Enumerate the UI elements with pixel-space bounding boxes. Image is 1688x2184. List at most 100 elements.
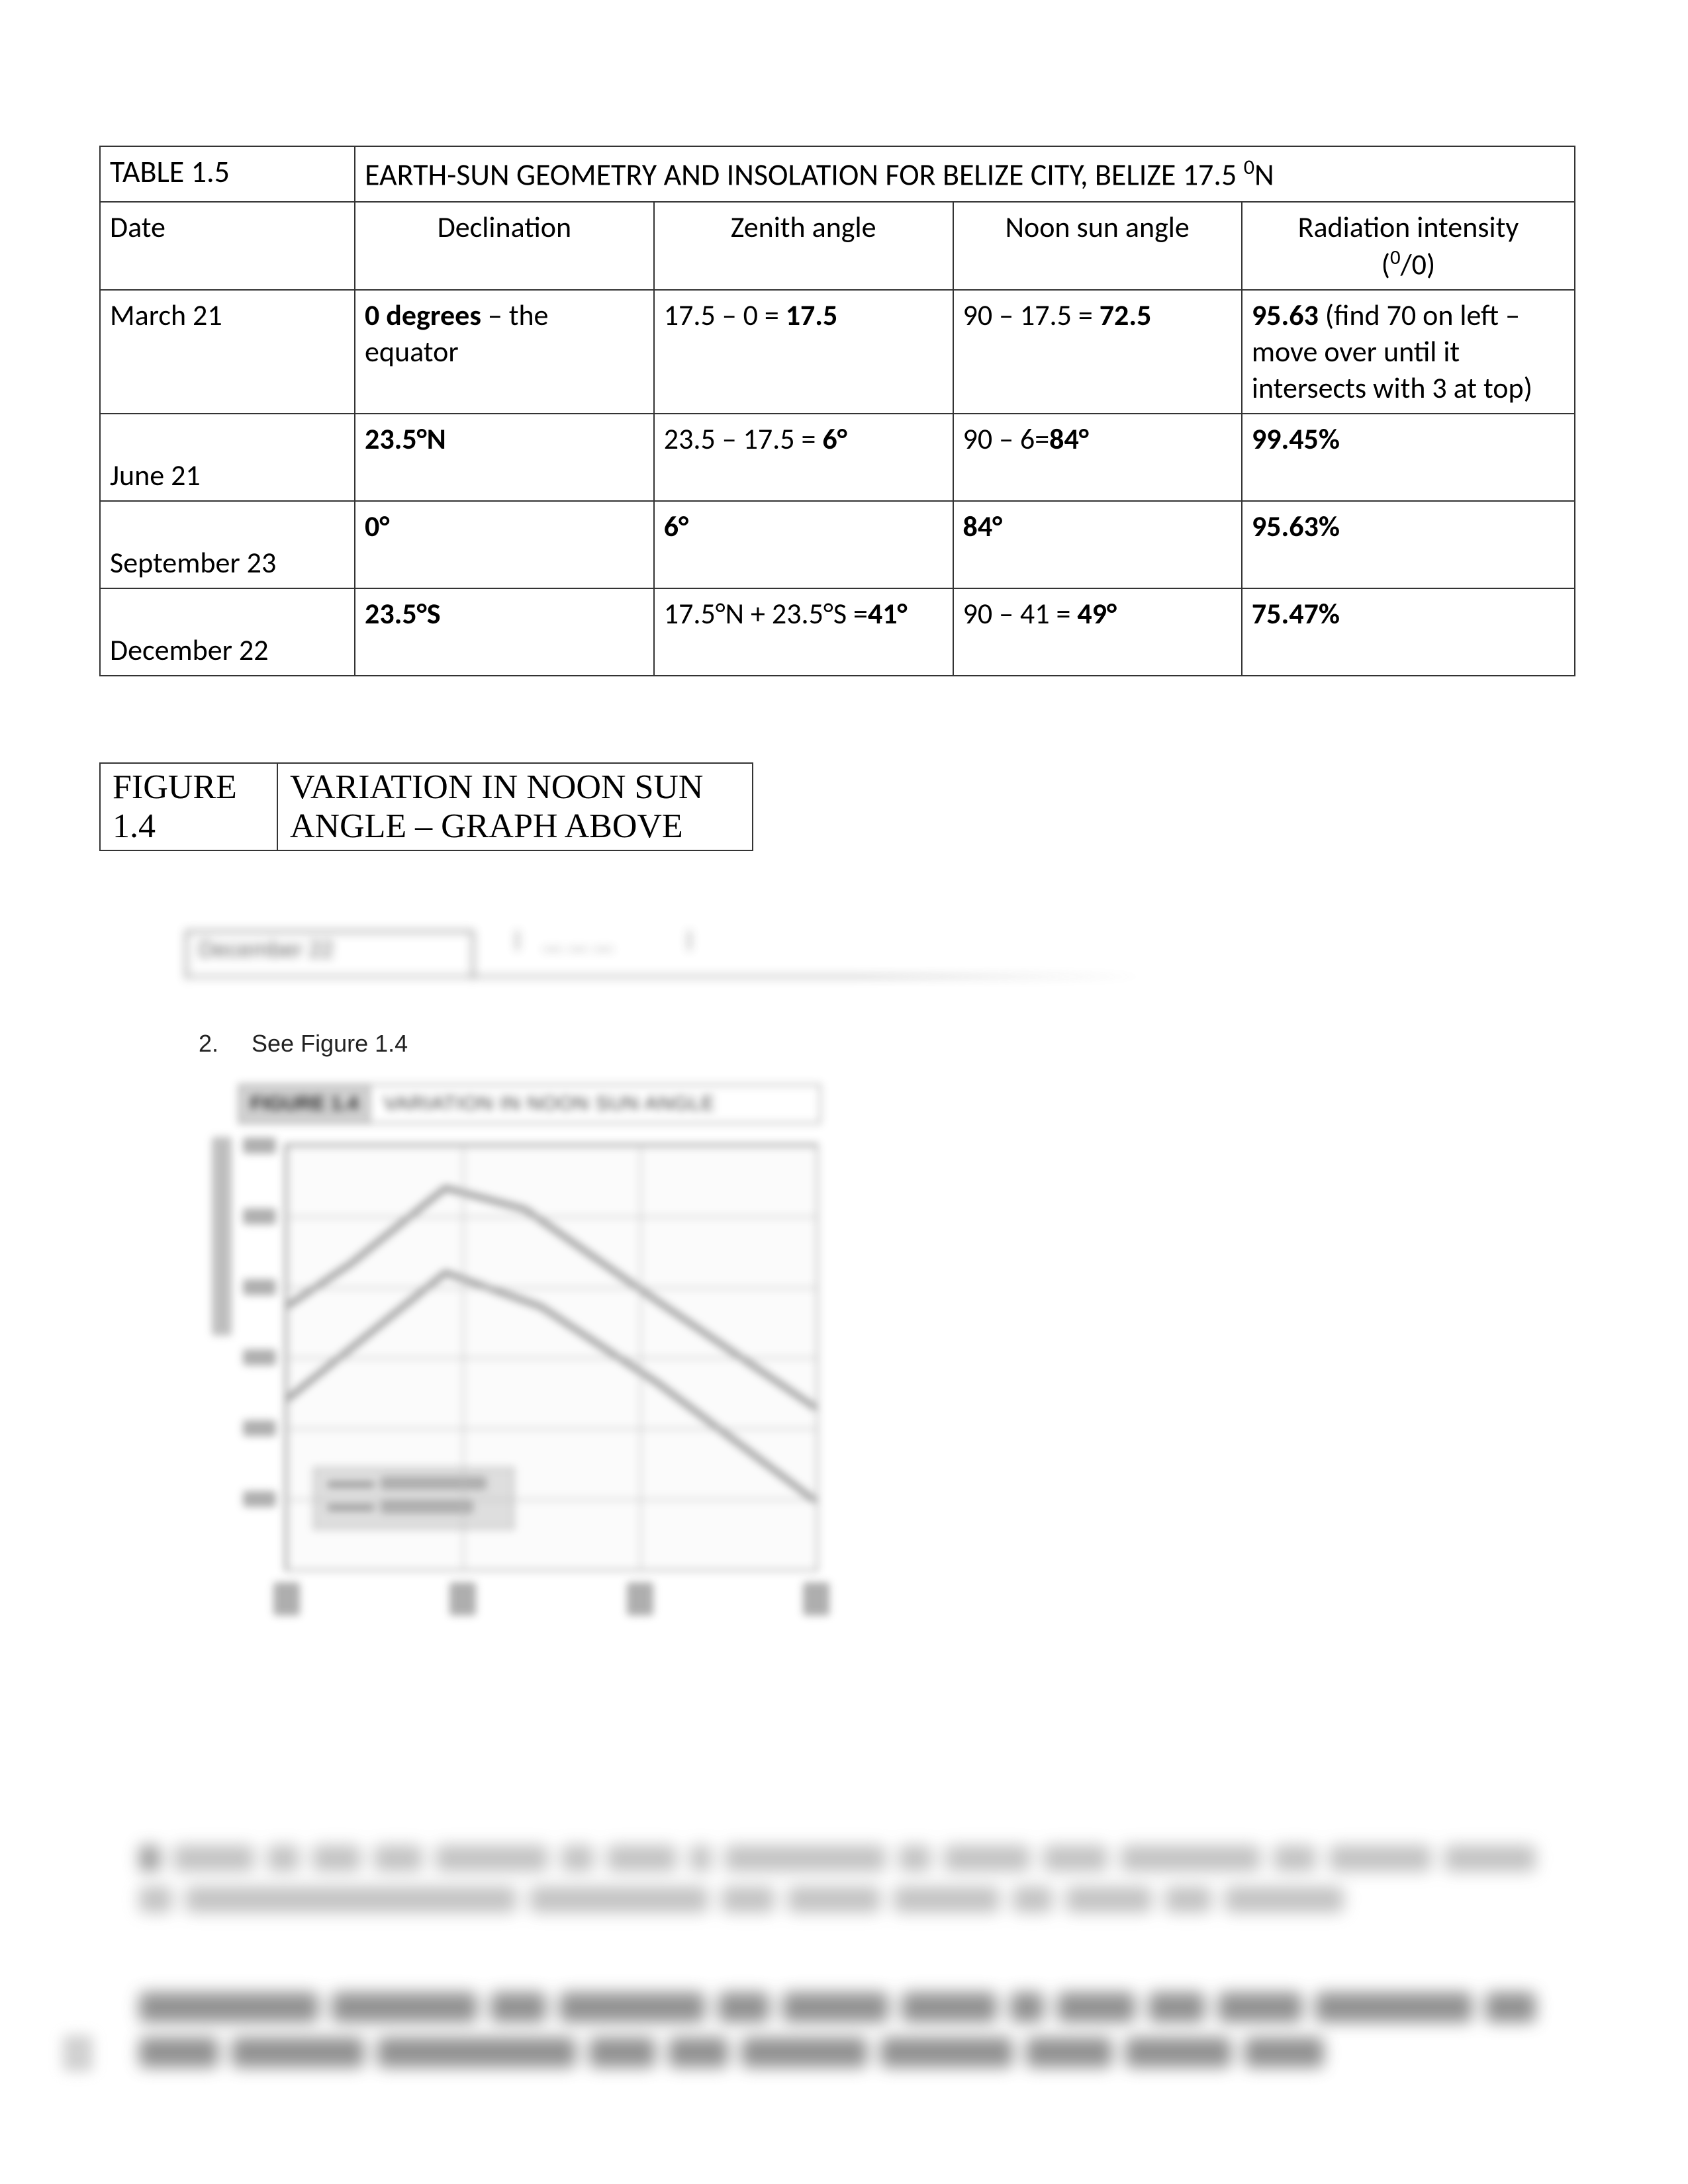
header-date: Date [100,202,355,291]
cell-date-text: September 23 [110,545,276,580]
page-number-marker [63,2035,93,2071]
chart-series-line [287,1188,816,1408]
blurred-word [1485,1992,1536,2023]
cell-zenith: 6° [654,501,953,588]
noon-bold: 72.5 [1100,297,1152,333]
fragment-text: December 22 [199,937,334,963]
y-tick-label [243,1279,276,1295]
blurred-line [139,1992,1536,2023]
header-zen-text: Zenith angle [731,209,876,245]
blurred-word [899,1845,931,1872]
gridline-vertical [816,1146,818,1569]
header-zenith: Zenith angle [654,202,953,291]
fragment-tick [688,931,690,950]
cell-noon: 90 – 6=84° [953,414,1242,501]
zen-pre: 23.5 – 17.5 = [664,421,823,457]
page: TABLE 1.5 EARTH-SUN GEOMETRY AND INSOLAT… [0,0,1688,2184]
noon-bold: 49° [1077,596,1117,631]
blurred-word [880,2037,1013,2068]
blurred-word [1444,1845,1536,1872]
figure-label-l2: 1.4 [113,807,156,845]
gridline-vertical [287,1146,288,1569]
cell-zenith: 17.5°N + 23.5°S =41° [654,588,953,676]
gridline-horizontal [287,1216,816,1218]
fragment-baseline [185,976,1145,978]
gridline-horizontal [287,1146,816,1147]
header-rad-l2-pre: ( [1382,246,1390,282]
y-tick-label [243,1349,276,1365]
blurred-word [1026,2037,1112,2068]
blurred-word [718,1992,769,2023]
gridline-horizontal [287,1499,816,1500]
table-title: EARTH-SUN GEOMETRY AND INSOLATION FOR BE… [355,146,1575,202]
blurred-word [173,1845,254,1872]
cell-radiation: 99.45% [1242,414,1575,501]
figure-title-l1: VARIATION IN NOON SUN [290,768,703,806]
gridline-horizontal [287,1428,816,1430]
blurred-word [436,1845,548,1872]
cell-declination: 0° [355,501,654,588]
y-tick-label [243,1420,276,1436]
blurred-word [722,1886,774,1913]
plot-area [285,1144,818,1571]
table-title-row: TABLE 1.5 EARTH-SUN GEOMETRY AND INSOLAT… [100,146,1575,202]
blurred-word [559,1992,705,2023]
blurred-word [741,2037,867,2068]
zen-bold: 6° [664,508,688,544]
blurred-word [139,1845,160,1872]
rad-bold: 95.63% [1252,508,1340,544]
decl-bold: 0° [365,508,389,544]
zen-bold: 41° [868,596,908,631]
blurred-word [374,1845,422,1872]
figure-1-4-chart: FIGURE 1.4 VARIATION IN NOON SUN ANGLE [238,1084,867,1673]
noon-pre: 90 – 41 = [963,596,1078,631]
cell-date-text: March 21 [110,297,222,333]
figure-label: FIGURE 1.4 [100,763,277,850]
zen-pre: 17.5 – 0 = [664,297,786,333]
blurred-line [139,1845,1536,1872]
fragment-tick [516,931,518,950]
cell-radiation: 75.47% [1242,588,1575,676]
legend-text [381,1500,473,1514]
blurred-word [607,1845,677,1872]
table-label-text: TABLE 1.5 [110,154,230,191]
table-title-pre: EARTH-SUN GEOMETRY AND INSOLATION FOR BE… [365,156,1244,193]
table-title-post: N [1254,156,1274,193]
cell-date-text: June 21 [110,457,201,493]
chart-caption-text: VARIATION IN NOON SUN ANGLE [370,1093,715,1115]
zen-bold: 6° [822,421,847,457]
fragment-dash: — — — [543,937,614,960]
blurred-word [902,1992,997,2023]
cell-declination: 23.5°S [355,588,654,676]
cell-noon: 90 – 41 = 49° [953,588,1242,676]
blurred-word [1066,1886,1152,1913]
blurred-word [944,1845,1030,1872]
blurred-word [1274,1845,1317,1872]
cell-date: September 23 [100,501,355,588]
gridline-horizontal [287,1569,816,1570]
blurred-word [1329,1845,1431,1872]
scanned-figure-region: December 22 — — — 2. See Figure 1.4 FIGU… [185,931,1145,1673]
rad-bold: 75.47% [1252,596,1340,631]
blurred-line [139,2037,1536,2068]
legend-text [381,1477,487,1490]
noon-bold: 84° [963,508,1003,544]
figure-1-4-header: FIGURE 1.4 VARIATION IN NOON SUN ANGLE –… [99,762,753,851]
cell-declination: 0 degrees – the equator [355,290,654,414]
cell-date: December 22 [100,588,355,676]
legend-swatch [328,1482,374,1487]
noon-pre: 90 – 17.5 = [963,297,1100,333]
blurred-word [1165,1886,1211,1913]
y-tick-label [243,1208,276,1224]
blurred-word [332,1992,477,2023]
decl-bold: 0 degrees [365,297,481,333]
cell-declination: 23.5°N [355,414,654,501]
blurred-word [1225,1886,1344,1913]
blurred-word [1315,1992,1472,2023]
noon-bold: 84° [1049,421,1089,457]
blurred-word [1218,1992,1302,2023]
table-title-sup: 0 [1244,154,1254,180]
blurred-word [1057,1992,1135,2023]
cell-radiation: 95.63 (find 70 on left – move over until… [1242,290,1575,414]
blurred-word [1149,1992,1205,2023]
